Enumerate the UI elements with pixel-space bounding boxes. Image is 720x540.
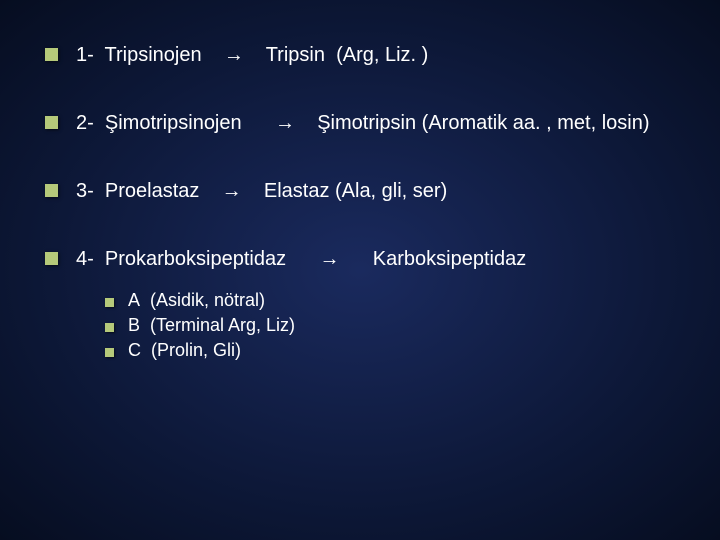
bullet-icon [45, 48, 58, 61]
list-item-1: 1- Tripsinojen → Tripsin (Arg, Liz. ) [45, 40, 675, 70]
sub-item-c: C (Prolin, Gli) [105, 340, 675, 361]
sub-item-b: B (Terminal Arg, Liz) [105, 315, 675, 336]
sub-item-text: B (Terminal Arg, Liz) [128, 315, 295, 336]
sub-item-text: A (Asidik, nötral) [128, 290, 265, 311]
item-text: 4- Prokarboksipeptidaz → Karboksipeptida… [76, 244, 675, 274]
list-item-4: 4- Prokarboksipeptidaz → Karboksipeptida… [45, 244, 675, 274]
bullet-icon [45, 184, 58, 197]
item-text: 3- Proelastaz → Elastaz (Ala, gli, ser) [76, 176, 675, 206]
list-item-2: 2- Şimotripsinojen → Şimotripsin (Aromat… [45, 108, 675, 138]
bullet-icon [105, 348, 114, 357]
item-text: 2- Şimotripsinojen → Şimotripsin (Aromat… [76, 108, 675, 138]
bullet-icon [105, 298, 114, 307]
bullet-icon [45, 116, 58, 129]
bullet-icon [105, 323, 114, 332]
sub-item-text: C (Prolin, Gli) [128, 340, 241, 361]
bullet-icon [45, 252, 58, 265]
list-item-3: 3- Proelastaz → Elastaz (Ala, gli, ser) [45, 176, 675, 206]
sub-item-a: A (Asidik, nötral) [105, 290, 675, 311]
item-text: 1- Tripsinojen → Tripsin (Arg, Liz. ) [76, 40, 675, 70]
sub-list: A (Asidik, nötral) B (Terminal Arg, Liz)… [105, 290, 675, 361]
